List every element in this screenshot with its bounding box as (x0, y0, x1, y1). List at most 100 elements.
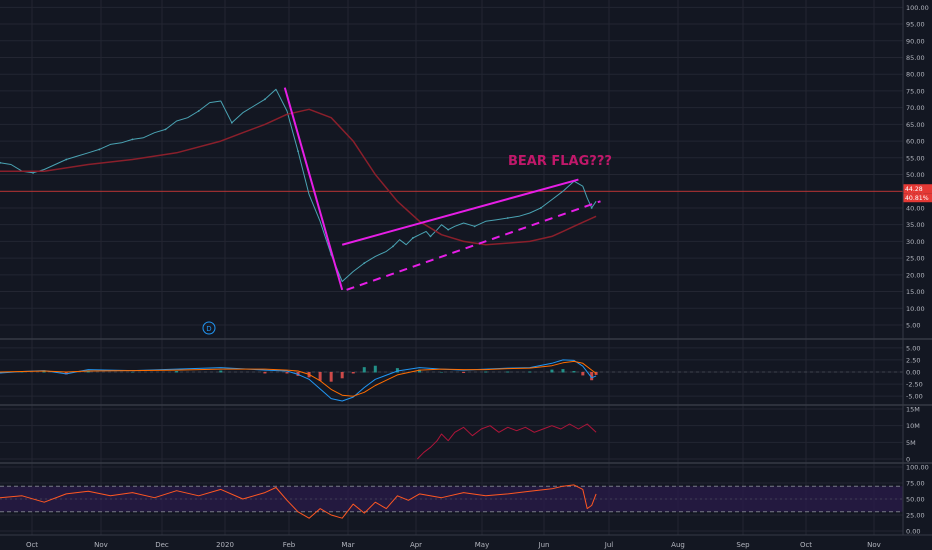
macd-histogram-bar (373, 365, 377, 373)
macd-histogram-bar (550, 369, 554, 373)
macd-histogram-bar (572, 371, 576, 373)
y-tick-label: 60.00 (906, 138, 925, 146)
price-tag-label: 44.28 (905, 186, 923, 193)
price-point (197, 110, 200, 112)
macd-histogram-bar (581, 372, 585, 376)
x-tick-label: Oct (26, 541, 38, 549)
x-tick-label: Aug (671, 541, 685, 549)
x-tick-label: Sep (736, 541, 750, 549)
trendline-solid[interactable] (283, 87, 344, 291)
price-point (98, 148, 101, 151)
price-tag-bg (903, 184, 932, 194)
macd-histogram-bar (440, 372, 444, 373)
y-tick-label: 2.50 (906, 356, 920, 364)
y-tick-label: 90.00 (906, 37, 925, 45)
price-point (230, 121, 233, 124)
macd-histogram-bar (130, 372, 134, 373)
y-tick-label: -2.50 (906, 381, 923, 389)
price-point (539, 207, 542, 209)
macd-histogram-bar (528, 371, 532, 373)
price-point (363, 262, 366, 265)
x-tick-label: Feb (283, 541, 296, 549)
pane-macd: 5.00 2.50 0.00 -2.50 -5.00 (0, 338, 932, 402)
event-marker-circle[interactable] (202, 321, 216, 335)
macd-histogram-bar (263, 372, 267, 374)
price-point (473, 225, 476, 228)
trendline-solid[interactable] (341, 178, 579, 246)
y-tick-label: 5.00 (906, 321, 920, 329)
macd-histogram-bar (590, 372, 594, 381)
x-tick-label: Dec (155, 541, 169, 549)
macd-histogram-bar (318, 372, 322, 381)
macd-histogram-bar (219, 370, 223, 373)
series-rsi (0, 484, 597, 519)
y-tick-label: 0 (906, 456, 910, 464)
x-tick-label: Jul (604, 541, 614, 549)
series-signal (0, 360, 597, 397)
y-tick-label: 5.00 (906, 344, 920, 352)
y-tick-label: 5M (906, 439, 916, 447)
price-point (0, 161, 1, 164)
y-tick-label: 15.00 (906, 288, 925, 296)
macd-histogram-bar (329, 372, 333, 382)
macd-histogram-bar (175, 371, 179, 373)
pane-price: 100.00 95.00 90.00 85.00 80.00 75.00 70.00 65.0… (0, 4, 932, 329)
price-point (429, 235, 432, 238)
y-tick-label: 95.00 (906, 21, 925, 29)
annotation-bear-flag: BEAR FLAG??? (508, 154, 612, 169)
x-tick-label: May (475, 541, 489, 549)
x-tick-label: Nov (94, 541, 108, 549)
series-moving-average (0, 108, 597, 246)
macd-histogram-bar (395, 368, 399, 373)
price-point (164, 128, 167, 131)
y-tick-label: 75.00 (906, 480, 925, 488)
price-tag-bg (903, 193, 932, 203)
y-tick-label: 0.00 (906, 528, 920, 536)
macd-histogram-bar (285, 372, 289, 374)
x-tick-label: Jun (538, 541, 550, 549)
macd-histogram-bar (462, 372, 466, 373)
y-tick-label: 100.00 (906, 4, 929, 12)
macd-histogram-bar (417, 369, 421, 373)
macd-histogram-bar (362, 367, 366, 373)
x-tick-label: 2020 (216, 541, 234, 549)
y-tick-label: 35.00 (906, 221, 925, 229)
macd-histogram-bar (340, 372, 344, 379)
y-tick-label: 85.00 (906, 54, 925, 62)
y-tick-label: 40.00 (906, 204, 925, 212)
price-point (411, 237, 414, 239)
y-tick-label: 50.00 (906, 171, 925, 179)
y-tick-label: 75.00 (906, 87, 925, 95)
price-point (297, 150, 299, 153)
x-tick-label: Mar (341, 541, 354, 549)
y-tick-label: 50.00 (906, 496, 925, 504)
price-point (590, 207, 593, 209)
y-tick-label: 10.00 (906, 305, 925, 313)
y-tick-label: 20.00 (906, 271, 925, 279)
macd-histogram-bar (42, 371, 46, 373)
pane-volume: 15M 10M 5M 0 (0, 404, 932, 464)
price-point (65, 158, 68, 161)
x-tick-label: Nov (867, 541, 881, 549)
price-point (32, 171, 35, 174)
macd-histogram-bar (86, 370, 90, 373)
trendline-dashed[interactable] (346, 200, 601, 291)
y-tick-label: 55.00 (906, 154, 925, 162)
panes: 100.00 95.00 90.00 85.00 80.00 75.00 70.00 65.0… (0, 4, 932, 536)
event-marker-label: D (206, 325, 211, 333)
macd-histogram-bar (64, 372, 68, 375)
event-marker[interactable]: D (202, 321, 216, 335)
macd-histogram-bar (20, 372, 24, 373)
macd-histogram-bar (561, 369, 565, 373)
price-point (264, 98, 266, 101)
macd-histogram-bar (594, 372, 598, 375)
price-point (506, 217, 509, 219)
x-tick-label: Apr (410, 541, 422, 549)
y-tick-label: 100.00 (906, 464, 929, 472)
pane-rsi: 100.00 75.00 50.00 25.00 0.00 (0, 462, 932, 536)
macd-histogram-bar (506, 371, 510, 373)
price-point (392, 245, 394, 248)
macd-histogram-bar (484, 371, 488, 373)
